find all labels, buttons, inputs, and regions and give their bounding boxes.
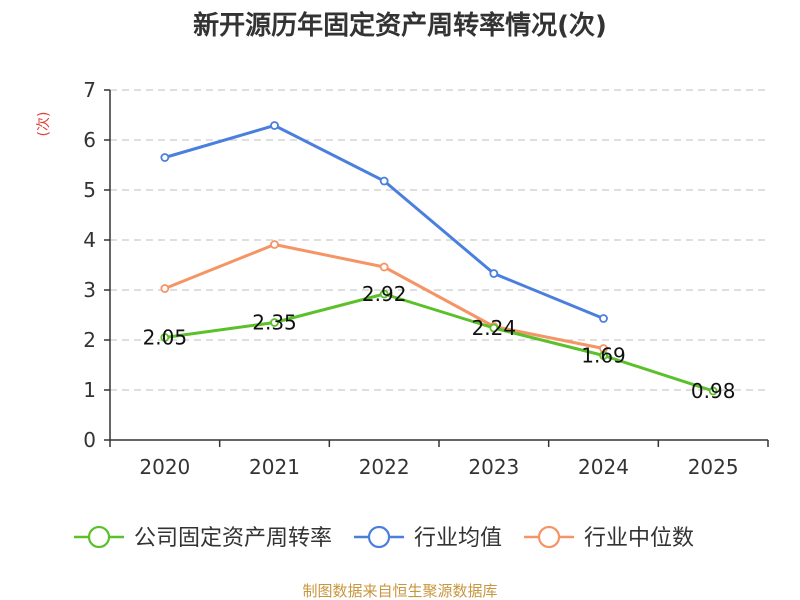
y-tick-label: 5 [83,178,96,202]
y-tick-label: 0 [83,428,96,452]
data-label: 2.35 [252,311,297,335]
legend-marker [537,525,561,549]
legend[interactable]: 公司固定资产周转率 行业均值 行业中位数 [74,525,694,551]
legend-item-2[interactable]: 行业中位数 [524,525,694,551]
x-tick-label: 2024 [578,455,629,479]
grid-lines [110,89,768,391]
data-labels: 2.05 2.35 2.92 2.24 1.69 0.98 [143,282,736,403]
data-point[interactable] [160,333,170,342]
series-line [164,292,714,393]
legend-label: 行业均值 [414,526,502,551]
legend-marker [367,525,391,549]
series-2 [160,240,608,353]
x-tick-label: 2020 [139,455,190,479]
data-point[interactable] [599,351,608,360]
data-point[interactable] [160,153,170,162]
data-point[interactable] [270,240,279,249]
x-tick-label: 2025 [688,455,739,479]
data-label: 1.69 [581,344,626,368]
legend-item-1[interactable]: 行业均值 [354,525,502,551]
legend-item-0[interactable]: 公司固定资产周转率 [74,525,332,551]
data-label: 2.92 [362,282,407,306]
y-tick-label: 2 [83,328,96,352]
x-tick-labels: 2020 2021 2022 2023 2024 2025 [139,455,738,479]
data-point[interactable] [489,269,499,278]
legend-label: 公司固定资产周转率 [134,526,332,551]
data-label: 0.98 [691,379,736,403]
data-label: 2.24 [472,316,517,340]
data-point[interactable] [270,121,279,130]
x-tick-label: 2021 [249,455,300,479]
data-point[interactable] [599,314,608,323]
x-tick-label: 2022 [359,455,410,479]
axes [104,89,769,447]
chart-title: 新开源历年固定资产周转率情况(次) [193,10,607,41]
data-point[interactable] [379,176,389,186]
y-tick-label: 1 [83,378,96,402]
data-point[interactable] [270,318,279,327]
legend-marker [87,525,111,549]
source-note: 制图数据来自恒生聚源数据库 [302,582,497,600]
y-tick-label: 4 [83,228,96,252]
series-1 [160,121,608,323]
y-tick-label: 7 [83,78,96,102]
data-point[interactable] [708,386,718,396]
data-label: 2.05 [143,326,188,350]
data-point[interactable] [379,289,389,299]
series-0 [160,289,718,396]
x-tick-label: 2023 [468,455,519,479]
y-tick-label: 3 [83,278,96,302]
legend-label: 行业中位数 [584,526,694,551]
data-point[interactable] [160,284,170,293]
data-point[interactable] [489,323,499,333]
y-tick-labels: 0 1 2 3 4 5 6 7 [83,78,96,452]
y-tick-label: 6 [83,128,96,152]
data-point[interactable] [379,262,389,272]
y-axis-label: (次) [36,112,52,137]
series-group [160,121,718,396]
